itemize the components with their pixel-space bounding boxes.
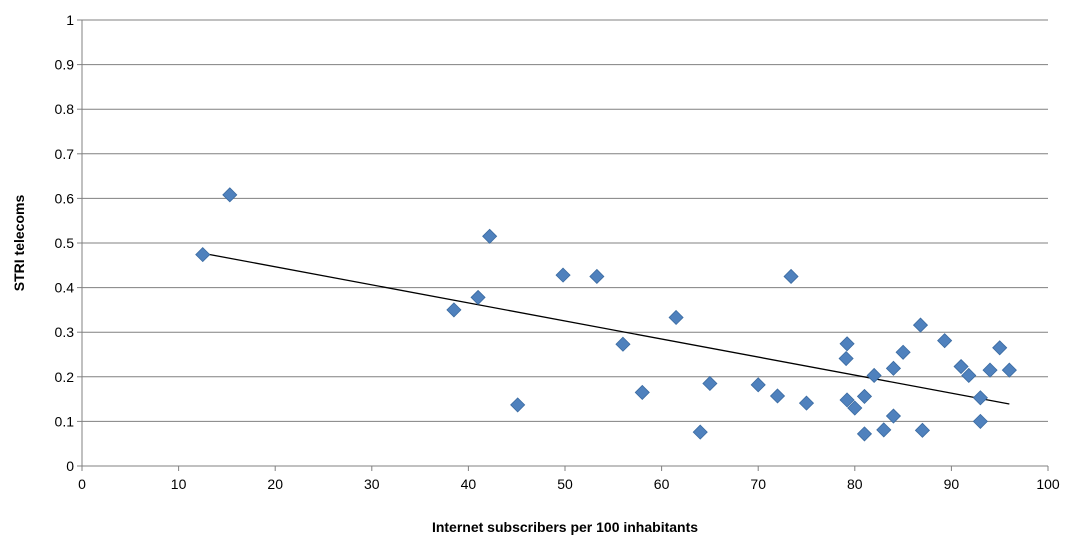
data-point [510, 397, 526, 413]
x-tick-label: 80 [847, 476, 863, 492]
data-point [634, 384, 650, 400]
data-point [783, 268, 799, 285]
y-tick-label: 0.9 [55, 57, 75, 73]
y-tick-label: 0.8 [55, 101, 75, 117]
data-point [470, 289, 486, 305]
y-tick-label: 0.6 [55, 190, 75, 206]
x-tick-label: 0 [78, 476, 86, 492]
y-tick-label: 0 [66, 458, 74, 474]
y-tick-label: 0.5 [55, 235, 75, 251]
data-point [446, 302, 462, 318]
x-tick-label: 100 [1036, 476, 1060, 492]
data-point [555, 267, 571, 283]
data-point [914, 422, 930, 438]
data-point [750, 377, 766, 393]
data-point [589, 268, 605, 285]
data-point [839, 392, 855, 408]
x-tick-label: 10 [171, 476, 187, 492]
data-point [937, 333, 953, 349]
x-tick-label: 90 [944, 476, 960, 492]
data-point [866, 367, 882, 384]
data-point [798, 395, 815, 411]
x-tick-label: 30 [364, 476, 380, 492]
gridlines [82, 19, 1048, 422]
data-point [856, 388, 873, 404]
data-point [856, 426, 873, 442]
data-point [912, 317, 929, 333]
data-point [992, 340, 1008, 356]
data-point [692, 424, 708, 440]
data-point [668, 309, 684, 326]
trendline [202, 252, 1010, 405]
data-point [482, 228, 498, 244]
y-tick-label: 0.3 [55, 324, 75, 340]
data-point [615, 336, 631, 352]
data-point [838, 350, 854, 367]
y-tick-label: 1 [66, 12, 74, 28]
data-point [839, 336, 855, 352]
axis-ticks: 00.10.20.30.40.50.60.70.80.910 10 20 30 40 50… [55, 12, 1060, 492]
data-point [961, 367, 977, 384]
y-tick-label: 0.2 [55, 369, 75, 385]
data-point [972, 413, 988, 429]
data-point [769, 388, 786, 404]
x-tick-label: 70 [750, 476, 766, 492]
trendline-layer [202, 252, 1010, 405]
data-point [953, 358, 969, 375]
data-points [195, 187, 1017, 442]
data-point [702, 375, 718, 392]
data-point [1001, 362, 1017, 378]
y-tick-label: 0.1 [55, 413, 75, 429]
data-point [222, 187, 238, 203]
y-tick-label: 0.7 [55, 146, 75, 162]
x-tick-label: 50 [557, 476, 573, 492]
data-point [972, 390, 988, 406]
data-point [895, 344, 911, 360]
data-point [885, 360, 902, 376]
y-tick-label: 0.4 [55, 280, 75, 296]
x-axis-title: Internet subscribers per 100 inhabitants [432, 519, 698, 535]
x-tick-label: 40 [461, 476, 477, 492]
data-point [847, 400, 863, 416]
x-tick-label: 60 [654, 476, 670, 492]
data-point [885, 408, 902, 424]
data-point [982, 362, 998, 378]
data-point [876, 422, 892, 438]
y-axis-title: STRI telecoms [11, 195, 27, 292]
x-tick-label: 20 [267, 476, 283, 492]
data-point [195, 247, 211, 263]
